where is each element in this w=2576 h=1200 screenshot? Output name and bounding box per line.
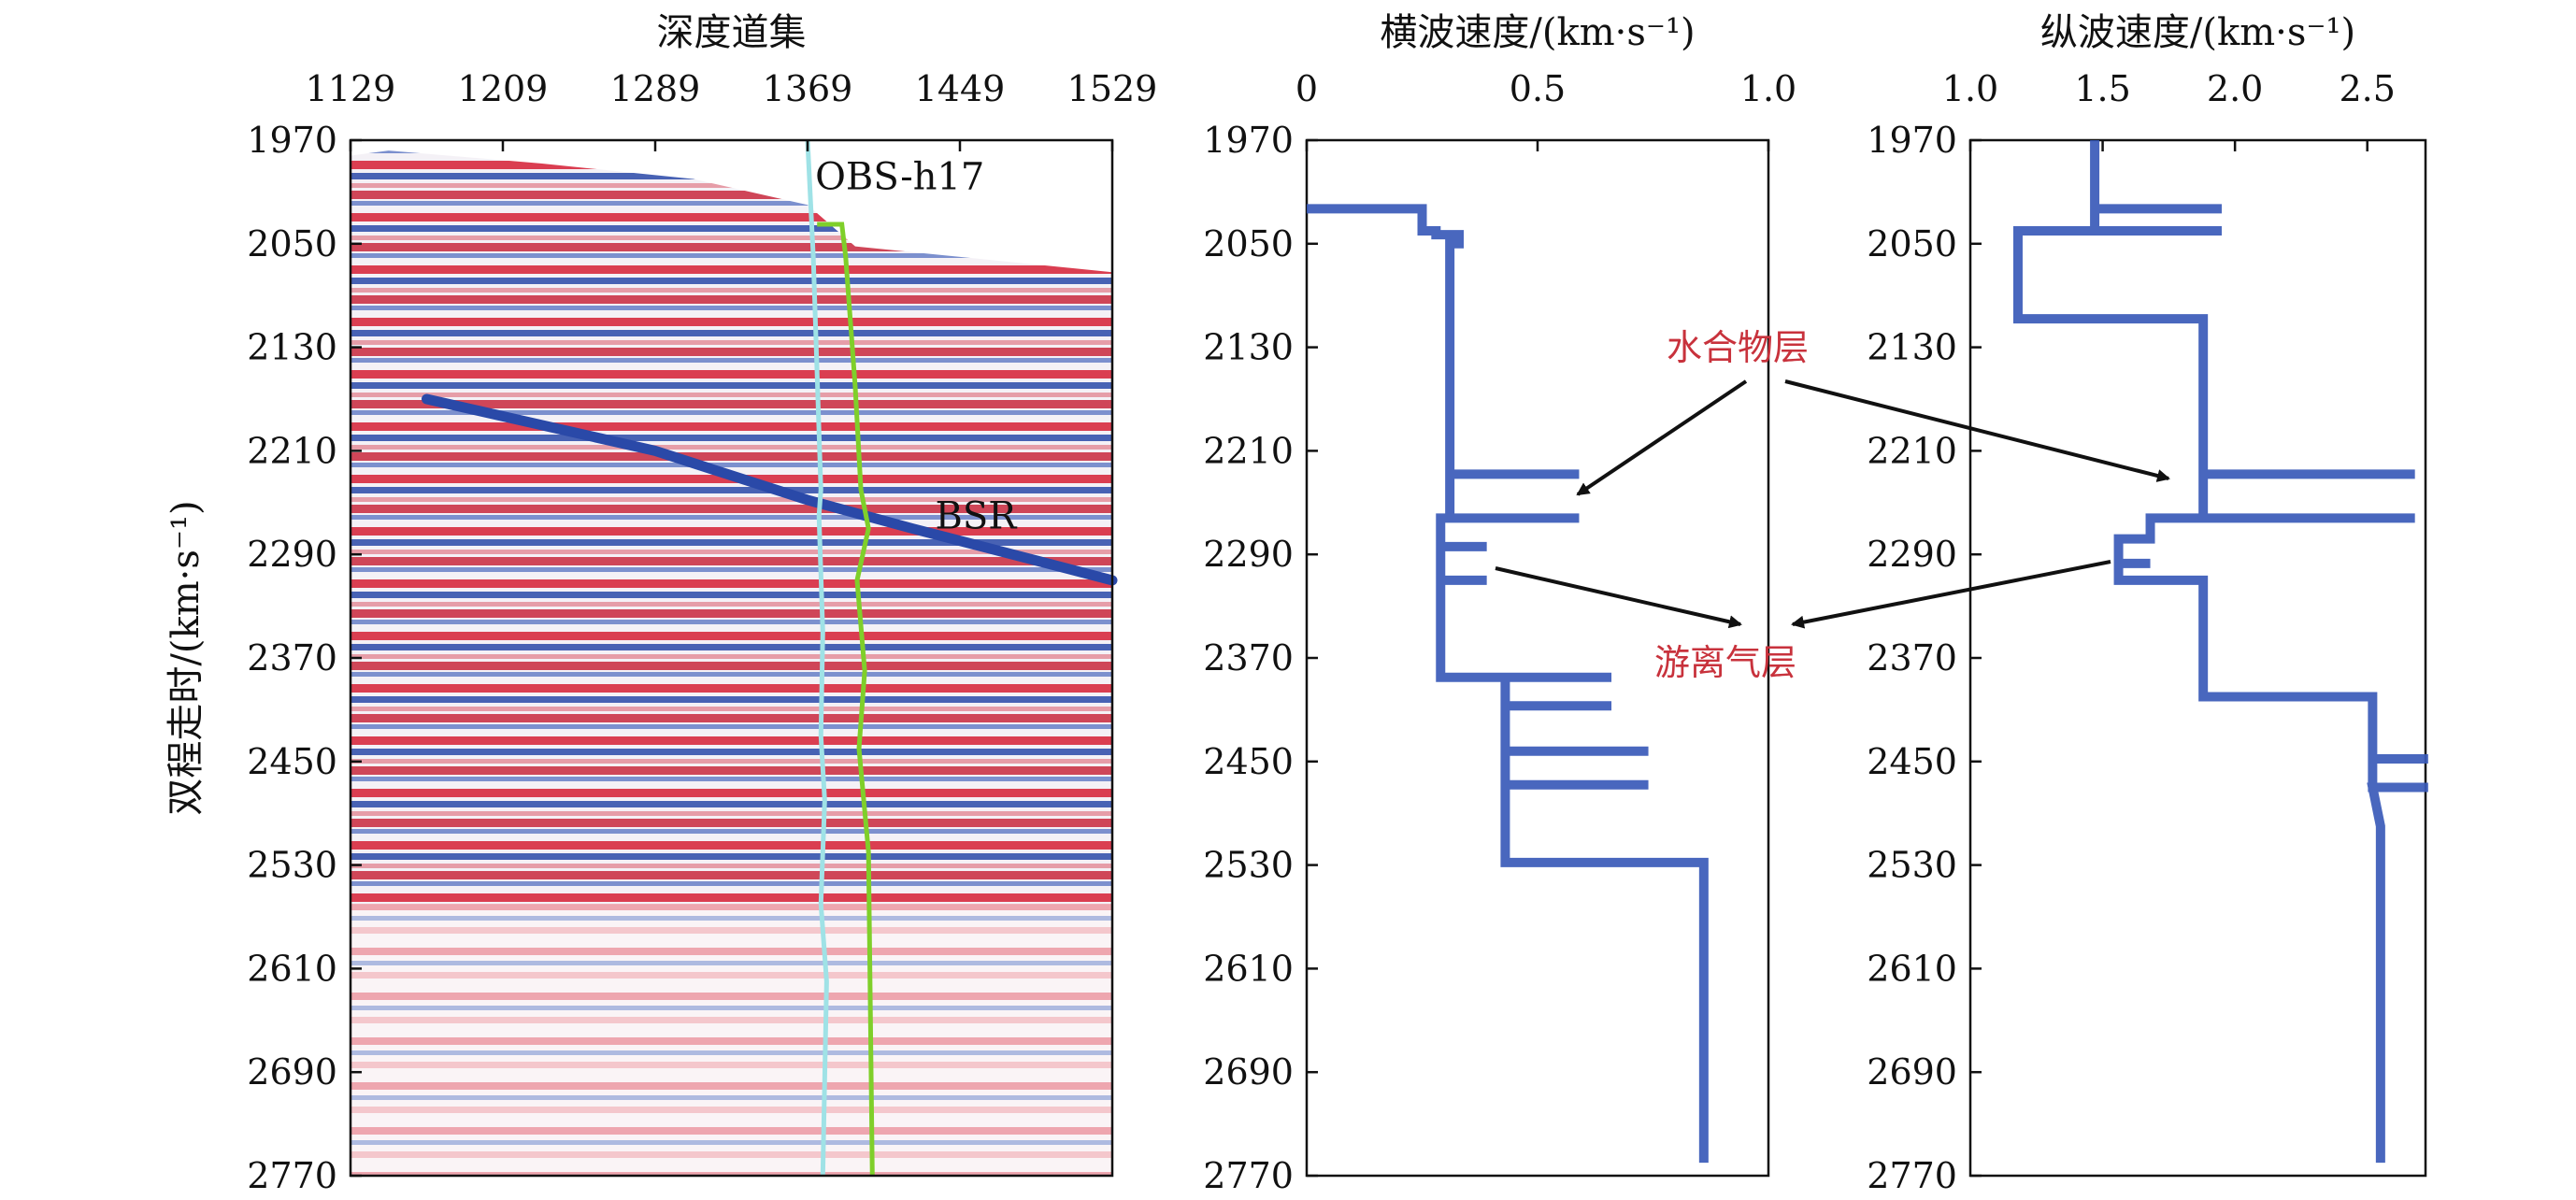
free-gas-layer-label: 游离气层 (1654, 642, 1796, 683)
y-tick-label: 2210 (1867, 430, 1957, 471)
x-tick-label: 1.5 (2074, 68, 2130, 109)
y-axis-label: 双程走时/(km·s⁻¹) (165, 500, 208, 815)
y-tick-label: 2530 (247, 845, 337, 886)
s-wave-panel: 横波速度/(km·s⁻¹) 1970 2050 2130 2210 2290 2370 24… (1203, 11, 1796, 1196)
y-tick-label: 2690 (1203, 1051, 1294, 1093)
hydrate-arrow-right (1784, 379, 2170, 482)
x-tick-label: 1369 (763, 68, 853, 109)
y-tick-label: 2290 (247, 534, 337, 575)
s-wave-title: 横波速度/(km·s⁻¹) (1380, 11, 1695, 54)
obs-label: OBS-h17 (815, 156, 984, 199)
s-wave-ticks: 1970 2050 2130 2210 2290 2370 2450 2530 2610 2690… (1203, 68, 1796, 1196)
y-tick-label: 2370 (247, 637, 337, 679)
y-tick-label: 2530 (1203, 845, 1294, 886)
x-tick-label: 1.0 (1942, 68, 1998, 109)
hydrate-layer-label: 水合物层 (1667, 327, 1809, 368)
hydrate-arrow-left (1576, 379, 1748, 496)
bsr-reflector (422, 393, 1118, 586)
callouts: 水合物层 游离气层 (1495, 327, 2170, 683)
s-wave-velocity-line (1307, 204, 1709, 1164)
y-tick-label: 2130 (1867, 327, 1957, 368)
seismic-reflections-upper (351, 150, 1112, 905)
seismic-reflections-lower (351, 904, 1112, 1176)
y-tick-label: 2690 (1867, 1051, 1957, 1093)
x-tick-label: 1529 (1067, 68, 1158, 109)
seismic-title: 深度道集 (657, 11, 807, 54)
y-tick-label: 2770 (1203, 1155, 1294, 1196)
y-tick-label: 2210 (1203, 430, 1294, 471)
gas-arrow-right (1791, 560, 2111, 629)
p-wave-title: 纵波速度/(km·s⁻¹) (2040, 11, 2355, 54)
y-tick-label: 2050 (1867, 223, 1957, 264)
y-tick-label: 2770 (247, 1155, 337, 1196)
y-tick-label: 2610 (247, 948, 337, 989)
y-tick-label: 2450 (247, 741, 337, 782)
y-tick-label: 2290 (1867, 534, 1957, 575)
x-tick-label: 2.0 (2207, 68, 2263, 109)
x-tick-label: 0 (1295, 68, 1318, 109)
seismic-panel: 深度道集 双程走时/(km·s⁻¹) OBS-h17 BSR 1970 2050 2… (165, 11, 1157, 1196)
x-tick-label: 1449 (915, 68, 1006, 109)
p-wave-frame (1968, 138, 2427, 1178)
y-tick-label: 2370 (1203, 637, 1294, 679)
y-tick-label: 2770 (1867, 1155, 1957, 1196)
y-tick-label: 2370 (1867, 637, 1957, 679)
x-tick-label: 1.0 (1740, 68, 1796, 109)
velocity-trace-line (817, 221, 875, 1177)
y-tick-label: 2050 (247, 223, 337, 264)
seismic-ticks: 1970 2050 2130 2210 2290 2370 2450 2530 2610 2690… (247, 68, 1157, 1196)
y-tick-label: 2450 (1867, 741, 1957, 782)
x-tick-label: 1129 (306, 68, 396, 109)
x-tick-label: 2.5 (2339, 68, 2395, 109)
y-tick-label: 1970 (247, 120, 337, 161)
y-tick-label: 2290 (1203, 534, 1294, 575)
bsr-label: BSR (936, 495, 1019, 538)
y-tick-label: 1970 (1203, 120, 1294, 161)
y-tick-label: 2450 (1203, 741, 1294, 782)
y-tick-label: 1970 (1867, 120, 1957, 161)
p-wave-panel: 纵波速度/(km·s⁻¹) 1970 2050 2130 2210 2290 2370 24… (1867, 11, 2428, 1196)
x-tick-label: 1209 (458, 68, 549, 109)
y-tick-label: 2610 (1867, 948, 1957, 989)
y-tick-label: 2050 (1203, 223, 1294, 264)
y-tick-label: 2610 (1203, 948, 1294, 989)
y-tick-label: 2690 (247, 1051, 337, 1093)
y-tick-label: 2210 (247, 430, 337, 471)
gas-arrow-left (1495, 566, 1742, 629)
x-tick-label: 1289 (610, 68, 701, 109)
y-tick-label: 2530 (1867, 845, 1957, 886)
p-wave-velocity-line (2012, 140, 2428, 1164)
y-tick-label: 2130 (1203, 327, 1294, 368)
obs-trace-line (805, 139, 829, 1177)
y-tick-label: 2130 (247, 327, 337, 368)
x-tick-label: 0.5 (1510, 68, 1566, 109)
p-wave-ticks: 1970 2050 2130 2210 2290 2370 2450 2530 2610 2690… (1867, 68, 2396, 1196)
